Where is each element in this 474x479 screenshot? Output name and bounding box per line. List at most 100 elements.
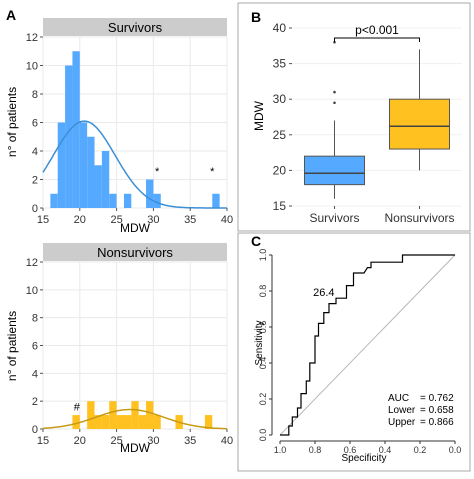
- roc-stat-value: = 0.762: [420, 393, 454, 404]
- nonsurvivors-bar: [72, 415, 80, 429]
- boxplot-outlier: [333, 90, 336, 94]
- nonsurvivors-bar: [116, 415, 124, 429]
- survivors-y-tick-label: 8: [32, 89, 38, 101]
- nonsurvivors-bar: [138, 415, 147, 429]
- nonsurvivors-y-tick-label: 12: [26, 257, 38, 269]
- nonsurvivors-bar: [153, 415, 161, 429]
- survivors-bar: [94, 165, 102, 208]
- panel-b-boxplot: B 15 20 25 30 35 40 Survivors Nonsurvivors p<0.0…: [237, 2, 471, 232]
- nonsurvivors-y-tick-label: 2: [32, 396, 38, 408]
- roc-x-tick-label: 0.8: [309, 445, 322, 455]
- panel-label-c: C: [251, 233, 261, 249]
- survivors-annotation: *: [155, 166, 160, 178]
- boxplot-outlier: [333, 101, 336, 105]
- survivors-bar: [123, 193, 132, 208]
- survivors-y-tick-label: 6: [32, 118, 38, 130]
- nonsurvivors-x-axis-label: MDW: [120, 441, 151, 455]
- survivors-x-tick-label: 35: [184, 214, 196, 226]
- panel-a-survivors: A Survivors * * 0 2 4 6 8 10 12 15 20 25 30 35 40 n° o…: [5, 7, 233, 235]
- boxplot-y-tick-label: 25: [273, 128, 287, 142]
- boxplot-y-tick-label: 15: [273, 199, 287, 213]
- survivors-bar: [109, 193, 117, 208]
- survivors-strip-title: Survivors: [108, 20, 163, 35]
- nonsurvivors-histogram: #0 2 4 6 8 10 12 15 20 25 30 35 40: [26, 257, 233, 447]
- survivors-bar: [57, 122, 66, 208]
- boxplot-x-tick-label: Survivors: [309, 211, 359, 225]
- nonsurvivors-x-tick-label: 15: [37, 435, 49, 447]
- survivors-y-tick-label: 10: [26, 61, 38, 73]
- roc-x-tick-label: 0.0: [449, 445, 462, 455]
- roc-y-tick-label: 0.8: [258, 285, 268, 298]
- roc-y-tick-label: 1.0: [258, 249, 268, 262]
- survivors-bar: [87, 136, 95, 208]
- boxplot-x-tick-label: Nonsurvivors: [384, 211, 454, 225]
- survivors-bar: [72, 51, 80, 208]
- nonsurvivors-x-tick-label: 25: [110, 435, 122, 447]
- boxplot-y-axis-label: MDW: [252, 100, 266, 131]
- survivors-y-tick-label: 4: [32, 146, 38, 158]
- roc-stat-label: AUC: [388, 393, 409, 404]
- survivors-density-curve: [42, 120, 227, 209]
- survivors-histogram: * * 0 2 4 6 8 10 12 15 20 25 30 35 40: [26, 32, 233, 226]
- nonsurvivors-bar: [131, 401, 139, 429]
- roc-y-tick-label: 0.2: [258, 393, 268, 406]
- survivors-x-tick-label: 40: [221, 214, 233, 226]
- survivors-y-tick-label: 2: [32, 175, 38, 187]
- panel-a-nonsurvivors: Nonsurvivors #0 2 4 6 8 10 12 15 20 25 30 35 40 n° o…: [5, 243, 233, 455]
- roc-stat-label: Lower: [388, 405, 416, 416]
- boxplot-y-tick-label: 20: [273, 163, 287, 177]
- survivors-bar: [101, 151, 110, 208]
- roc-plot: 0.0 0.2 0.4 0.6 0.8 1.0 1.0 0.8 0.6 0.4 0.2 0.0 26.4…: [258, 249, 461, 455]
- roc-x-tick-label: 0.6: [344, 445, 357, 455]
- nonsurvivors-bar: [101, 415, 110, 429]
- nonsurvivors-bar: [123, 415, 132, 429]
- nonsurvivors-y-axis-label: n° of patients: [5, 311, 19, 381]
- roc-cutoff-label: 26.4: [313, 287, 334, 299]
- roc-curve: [280, 254, 455, 436]
- panel-b-frame: [237, 2, 471, 232]
- roc-y-axis-label: Sensitivity: [254, 320, 265, 365]
- panel-c-frame: [237, 232, 471, 472]
- survivors-bar: [212, 193, 220, 208]
- roc-stat-value: = 0.658: [420, 405, 454, 416]
- nonsurvivors-strip-title: Nonsurvivors: [97, 245, 173, 260]
- panel-label-b: B: [251, 9, 261, 25]
- nonsurvivors-x-tick-label: 35: [184, 435, 196, 447]
- survivors-x-tick-label: 25: [110, 214, 122, 226]
- panel-c-roc: C 0.0 0.2 0.4 0.6 0.8 1.0 1.0 0.8 0.6 0.4 0.2 0.0 26…: [237, 232, 471, 472]
- boxplot-box-nonsurvivors: [389, 98, 450, 150]
- survivors-bar: [65, 65, 73, 208]
- nonsurvivors-y-tick-label: 10: [26, 285, 38, 297]
- roc-y-tick-label: 0.6: [258, 321, 268, 334]
- roc-y-tick-label: 0.4: [258, 357, 268, 370]
- nonsurvivors-bar: [146, 401, 154, 429]
- nonsurvivors-bar: [204, 415, 213, 429]
- survivors-x-tick-label: 30: [147, 214, 159, 226]
- significance-bracket: [334, 37, 420, 42]
- nonsurvivors-bar: [109, 401, 117, 429]
- nonsurvivors-y-tick-label: 8: [32, 313, 38, 325]
- roc-y-tick-label: 0.0: [258, 429, 268, 442]
- panel-label-a: A: [6, 7, 16, 23]
- nonsurvivors-x-tick-label: 40: [221, 435, 233, 447]
- nonsurvivors-y-tick-label: 0: [32, 424, 38, 436]
- survivors-y-tick-label: 0: [32, 203, 38, 215]
- nonsurvivors-y-tick-label: 6: [32, 341, 38, 353]
- survivors-bar: [79, 122, 88, 208]
- survivors-bar: [153, 193, 161, 208]
- boxplot-outlier: [333, 40, 336, 44]
- survivors-x-axis-label: MDW: [120, 221, 151, 235]
- roc-x-tick-label: 1.0: [274, 445, 287, 455]
- survivors-bar: [146, 179, 154, 208]
- nonsurvivors-annotation: #: [74, 402, 81, 414]
- nonsurvivors-strip: [43, 243, 227, 261]
- nonsurvivors-x-tick-label: 20: [74, 435, 86, 447]
- roc-stat-value: = 0.866: [420, 417, 454, 428]
- survivors-bar: [50, 193, 58, 208]
- boxplot-y-tick-label: 40: [273, 21, 287, 35]
- nonsurvivors-density-curve: [42, 408, 228, 430]
- significance-label: p<0.001: [355, 23, 399, 37]
- survivors-annotation: *: [210, 166, 215, 178]
- survivors-x-tick-label: 15: [37, 214, 49, 226]
